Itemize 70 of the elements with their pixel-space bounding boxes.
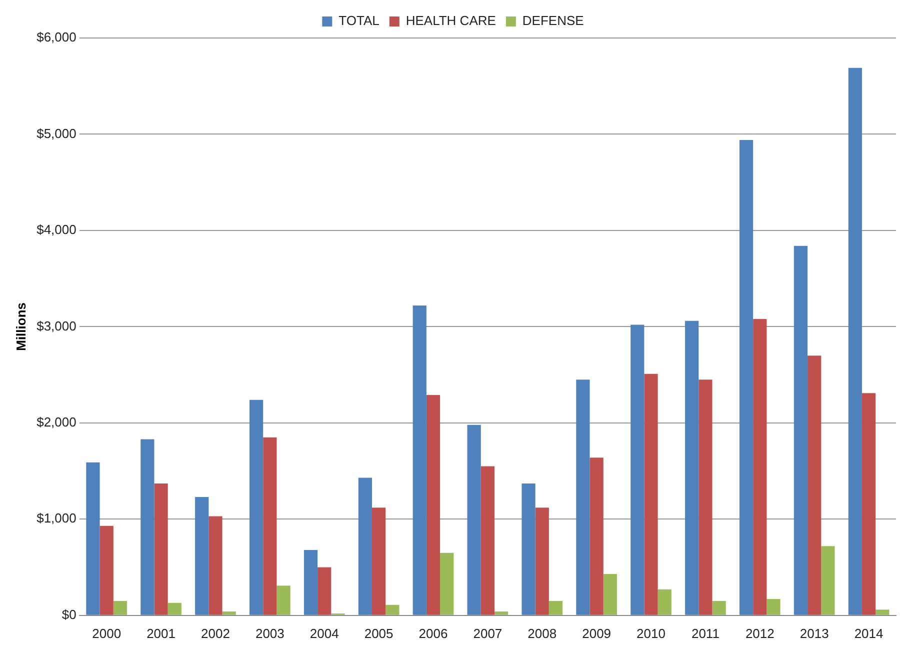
bar bbox=[862, 393, 876, 615]
bar bbox=[821, 546, 835, 615]
x-tick-label: 2005 bbox=[364, 626, 394, 641]
bar bbox=[712, 600, 726, 615]
bar bbox=[222, 612, 236, 615]
y-tick-label: $6,000 bbox=[36, 30, 76, 45]
bar bbox=[113, 600, 127, 615]
bar bbox=[794, 246, 808, 615]
x-tick-label: 2010 bbox=[636, 626, 666, 641]
bar bbox=[753, 319, 767, 615]
bar bbox=[208, 516, 222, 615]
x-tick-label: 2012 bbox=[745, 626, 774, 641]
bar bbox=[876, 610, 890, 615]
bar bbox=[358, 478, 372, 615]
x-tick-label: 2014 bbox=[854, 626, 884, 641]
legend-label: TOTAL bbox=[338, 13, 380, 28]
legend-label: HEALTH CARE bbox=[406, 13, 496, 28]
bar bbox=[576, 380, 590, 615]
bar bbox=[249, 400, 264, 615]
bar bbox=[522, 484, 536, 615]
bar bbox=[154, 484, 168, 615]
y-tick-label: $3,000 bbox=[36, 318, 76, 334]
bar bbox=[494, 612, 508, 615]
bar bbox=[276, 586, 290, 615]
x-tick-label: 2007 bbox=[473, 626, 502, 641]
bar bbox=[168, 602, 182, 615]
y-tick-label: $4,000 bbox=[36, 222, 76, 238]
x-tick-label: 2000 bbox=[92, 626, 122, 641]
y-tick-label: $5,000 bbox=[36, 126, 76, 141]
x-tick-label: 2013 bbox=[800, 626, 829, 641]
bar bbox=[590, 458, 604, 615]
y-axis-title: Millions bbox=[13, 302, 28, 351]
x-tick-label: 2002 bbox=[201, 626, 230, 641]
bar bbox=[100, 526, 114, 615]
legend-label: DEFENSE bbox=[522, 13, 584, 28]
bar bbox=[658, 589, 672, 615]
bar bbox=[412, 306, 426, 615]
bar bbox=[86, 462, 100, 615]
bar bbox=[440, 552, 454, 615]
x-tick-label: 2004 bbox=[310, 626, 339, 641]
y-tick-label: $1,000 bbox=[36, 510, 76, 526]
bar bbox=[467, 424, 481, 615]
bar bbox=[372, 508, 386, 615]
bar bbox=[739, 140, 754, 615]
bar bbox=[644, 374, 658, 615]
bar bbox=[304, 550, 318, 615]
bar bbox=[848, 68, 862, 615]
x-tick-label: 2011 bbox=[691, 626, 720, 641]
y-tick-label: $2,000 bbox=[36, 414, 76, 430]
bar bbox=[548, 600, 563, 615]
bar bbox=[808, 356, 822, 615]
bar bbox=[603, 574, 617, 615]
bar bbox=[195, 497, 209, 615]
y-tick-label: $0 bbox=[62, 606, 76, 622]
bar bbox=[386, 604, 400, 615]
bar bbox=[766, 599, 780, 615]
x-tick-label: 2001 bbox=[146, 626, 176, 641]
bar bbox=[535, 508, 549, 615]
x-tick-label: 2003 bbox=[255, 626, 284, 641]
bar bbox=[263, 437, 277, 615]
bar bbox=[140, 439, 154, 615]
bar bbox=[426, 395, 440, 615]
x-tick-label: 2006 bbox=[418, 626, 448, 641]
bar bbox=[630, 324, 644, 615]
bar bbox=[318, 567, 332, 615]
x-tick-label: 2009 bbox=[582, 626, 612, 641]
bar bbox=[480, 466, 494, 615]
bar bbox=[698, 380, 712, 615]
x-tick-label: 2008 bbox=[528, 626, 557, 641]
bar bbox=[685, 320, 699, 615]
